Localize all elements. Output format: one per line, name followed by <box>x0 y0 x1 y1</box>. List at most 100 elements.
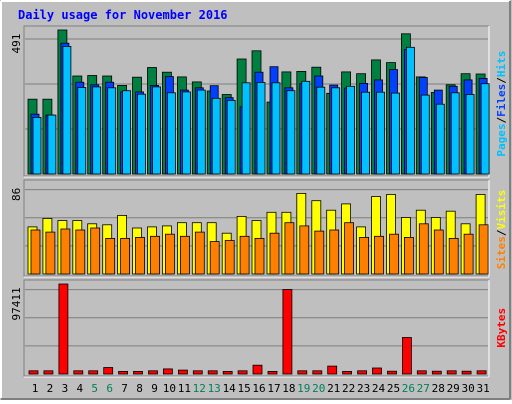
bar-pages-day-22 <box>346 85 356 175</box>
day-label-20: 20 <box>312 382 325 395</box>
bar-kbytes-day-11 <box>177 369 188 375</box>
bar-pages-day-17 <box>271 82 281 175</box>
bar-kbytes-day-20 <box>312 370 323 375</box>
bar-pages-day-14 <box>226 100 236 175</box>
day-label-2: 2 <box>47 382 54 395</box>
bar-pages-day-2 <box>47 114 57 175</box>
bar-pages-day-6 <box>107 87 117 175</box>
panel-1-series-labels: Pages/Files/Hits <box>495 51 508 157</box>
bar-kbytes-day-5 <box>88 370 99 375</box>
bar-sites-day-15 <box>239 235 250 275</box>
bar-pages-day-13 <box>211 97 221 175</box>
bar-sites-day-20 <box>314 230 325 275</box>
day-label-17: 17 <box>267 382 280 395</box>
bar-pages-day-21 <box>331 87 341 175</box>
bar-sites-day-4 <box>75 229 86 275</box>
bar-sites-day-2 <box>45 231 56 275</box>
bar-sites-day-29 <box>448 237 459 275</box>
bar-sites-day-30 <box>463 233 474 275</box>
bar-kbytes-day-13 <box>207 370 218 375</box>
bar-kbytes-day-1 <box>28 370 39 375</box>
day-label-31: 31 <box>476 382 489 395</box>
bar-kbytes-day-16 <box>252 364 263 375</box>
bar-kbytes-day-22 <box>342 370 353 375</box>
day-label-9: 9 <box>151 382 158 395</box>
bar-kbytes-day-18 <box>282 289 293 375</box>
day-label-10: 10 <box>163 382 176 395</box>
bar-kbytes-day-24 <box>372 367 382 375</box>
bar-kbytes-day-29 <box>446 370 457 375</box>
day-label-4: 4 <box>76 382 83 395</box>
bar-kbytes-day-8 <box>133 370 143 375</box>
bar-pages-day-10 <box>166 92 176 175</box>
bar-pages-day-18 <box>286 90 296 175</box>
bar-sites-day-12 <box>194 231 205 275</box>
bar-sites-day-19 <box>299 225 310 275</box>
bar-sites-day-7 <box>120 237 130 275</box>
series-label-sites: Sites <box>495 236 508 269</box>
bar-pages-day-23 <box>361 91 371 175</box>
bar-kbytes-day-3 <box>58 283 69 375</box>
bar-sites-day-27 <box>418 223 429 275</box>
bar-kbytes-day-17 <box>267 370 278 375</box>
bar-sites-day-8 <box>135 236 145 275</box>
bar-pages-day-31 <box>480 83 490 175</box>
series-label-visits: Visits <box>495 190 508 230</box>
bar-pages-day-16 <box>256 82 266 175</box>
series-label-separator: / <box>495 77 508 84</box>
day-label-28: 28 <box>432 382 445 395</box>
bar-sites-day-14 <box>224 240 235 275</box>
bar-pages-day-12 <box>196 89 206 175</box>
day-label-29: 29 <box>447 382 460 395</box>
bar-pages-day-9 <box>152 86 161 175</box>
bar-kbytes-day-25 <box>387 370 397 375</box>
bar-pages-day-30 <box>465 94 475 175</box>
series-label-kbytes: KBytes <box>495 308 508 348</box>
bar-kbytes-day-6 <box>103 367 114 375</box>
bar-sites-day-22 <box>344 222 355 275</box>
bar-kbytes-day-14 <box>222 370 233 375</box>
day-label-18: 18 <box>282 382 295 395</box>
bar-pages-day-27 <box>420 94 430 175</box>
day-label-30: 30 <box>461 382 474 395</box>
day-label-23: 23 <box>357 382 370 395</box>
bar-kbytes-day-31 <box>476 370 487 375</box>
bar-pages-day-3 <box>62 46 72 175</box>
day-label-25: 25 <box>387 382 400 395</box>
bar-sites-day-23 <box>359 236 370 275</box>
bar-sites-day-1 <box>30 229 41 275</box>
series-label-separator: / <box>495 116 508 123</box>
day-label-13: 13 <box>208 382 221 395</box>
bar-sites-day-28 <box>433 229 444 275</box>
day-label-14: 14 <box>223 382 237 395</box>
bar-sites-day-11 <box>179 235 190 275</box>
day-label-15: 15 <box>237 382 250 395</box>
day-label-24: 24 <box>372 382 386 395</box>
day-label-11: 11 <box>178 382 191 395</box>
day-label-7: 7 <box>121 382 128 395</box>
bar-sites-day-31 <box>478 224 489 275</box>
bar-pages-day-4 <box>77 87 87 175</box>
bar-sites-day-25 <box>389 233 399 275</box>
bar-sites-day-18 <box>284 222 295 275</box>
bar-pages-day-26 <box>405 46 415 175</box>
bar-kbytes-day-30 <box>461 370 472 375</box>
panel-2-ymax-label: 86 <box>10 188 23 201</box>
bar-kbytes-day-9 <box>148 370 158 375</box>
bar-pages-day-15 <box>241 82 251 175</box>
bar-kbytes-day-28 <box>431 370 442 375</box>
panel-1-ymax-label: 491 <box>10 34 23 54</box>
bar-pages-day-11 <box>181 91 191 175</box>
series-label-hits: Hits <box>495 51 508 78</box>
day-label-16: 16 <box>252 382 265 395</box>
bar-kbytes-day-10 <box>162 368 173 375</box>
bar-kbytes-day-4 <box>73 370 84 375</box>
bar-pages-day-24 <box>376 91 385 175</box>
day-label-8: 8 <box>136 382 143 395</box>
bar-pages-day-25 <box>391 92 400 175</box>
bar-sites-day-26 <box>403 236 414 275</box>
bar-pages-day-1 <box>32 117 42 175</box>
bar-pages-day-19 <box>301 80 311 175</box>
bar-kbytes-day-7 <box>118 370 128 375</box>
